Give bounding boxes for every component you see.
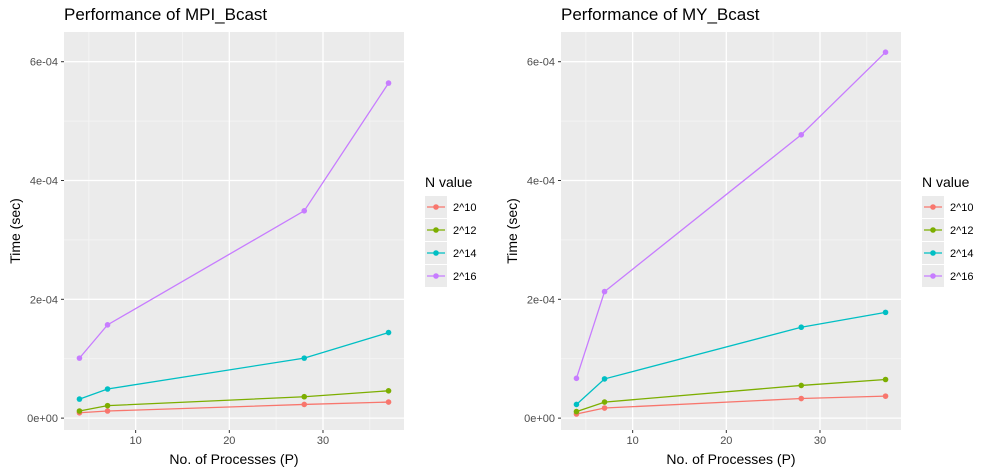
series-line-3 xyxy=(576,311,886,405)
x-tick-label: 10 xyxy=(627,435,639,447)
data-point xyxy=(573,408,580,415)
series-line-4 xyxy=(575,51,887,379)
data-point xyxy=(798,324,805,331)
y-tick-label: 2e-04 xyxy=(527,294,555,306)
legend-key-point xyxy=(930,204,936,210)
data-point xyxy=(104,386,111,392)
series-line-1 xyxy=(576,395,886,415)
x-tick-label: 10 xyxy=(130,435,142,447)
chart-title: Performance of MPI_Bcast xyxy=(64,5,267,24)
legend-entry-label: 2^16 xyxy=(453,271,477,283)
data-point xyxy=(301,401,308,408)
data-point xyxy=(882,309,889,316)
chart-panel-2: 10 20 30 0e+00 2e-04 4e-04 6e-04 Performance of… xyxy=(504,5,974,467)
legend-key-point xyxy=(930,227,936,233)
data-point xyxy=(385,399,392,405)
y-tick-label: 2e-04 xyxy=(30,294,58,306)
data-point xyxy=(601,288,608,295)
series-line-2 xyxy=(79,390,389,412)
legend-entry-label: 2^14 xyxy=(453,248,477,260)
x-tick-label: 30 xyxy=(317,435,329,447)
plot-background xyxy=(561,32,901,430)
data-point xyxy=(601,399,608,405)
legend-key-point xyxy=(433,273,439,279)
data-point xyxy=(76,355,83,361)
data-point xyxy=(104,402,111,409)
data-point xyxy=(104,408,111,414)
series-line-1 xyxy=(79,401,389,414)
data-point xyxy=(76,396,83,402)
series-line-3 xyxy=(79,331,389,400)
legend-key-point xyxy=(433,227,439,233)
data-point xyxy=(301,355,308,361)
y-tick-label: 0e+00 xyxy=(524,413,555,425)
legend: N value 2^10 2^12 2^14 2^16 xyxy=(425,174,477,287)
y-tick-label: 0e+00 xyxy=(27,413,58,425)
legend-title: N value xyxy=(922,174,970,190)
legend-entry-label: 2^10 xyxy=(453,202,477,214)
legend-key-point xyxy=(930,250,936,256)
legend-entry-label: 2^10 xyxy=(950,202,974,214)
data-point xyxy=(601,376,608,382)
data-point xyxy=(573,375,580,382)
data-point xyxy=(798,395,805,402)
legend: N value 2^10 2^12 2^14 2^16 xyxy=(922,174,974,287)
data-point xyxy=(385,80,392,86)
data-point xyxy=(798,382,805,389)
y-tick-label: 6e-04 xyxy=(527,57,555,69)
data-point xyxy=(882,376,889,383)
legend-key-point xyxy=(433,204,439,210)
data-point xyxy=(104,322,111,328)
legend-entry-label: 2^14 xyxy=(950,248,974,260)
chart-panel-1: 10 20 30 0e+00 2e-04 4e-04 6e-04 Performance of… xyxy=(7,5,477,467)
plot-background xyxy=(64,32,404,430)
legend-key-point xyxy=(930,273,936,279)
data-point xyxy=(385,329,392,336)
data-point xyxy=(601,405,608,411)
x-axis-title: No. of Processes (P) xyxy=(666,451,795,467)
x-tick-label: 20 xyxy=(720,435,732,447)
data-point xyxy=(301,393,308,400)
series-line-4 xyxy=(78,82,390,359)
y-tick-label: 4e-04 xyxy=(527,176,555,188)
y-axis-title: Time (sec) xyxy=(504,198,520,264)
data-point xyxy=(882,49,889,55)
y-tick-label: 4e-04 xyxy=(30,176,58,188)
data-point xyxy=(882,393,889,399)
x-tick-label: 20 xyxy=(223,435,235,447)
x-tick-label: 30 xyxy=(814,435,826,447)
data-point xyxy=(301,208,308,214)
y-tick-label: 6e-04 xyxy=(30,57,58,69)
x-axis-title: No. of Processes (P) xyxy=(169,451,298,467)
legend-entry-label: 2^12 xyxy=(950,225,974,237)
data-point xyxy=(76,408,83,414)
chart-title: Performance of MY_Bcast xyxy=(561,5,760,24)
legend-key-point xyxy=(433,250,439,256)
data-point xyxy=(573,401,580,408)
legend-title: N value xyxy=(425,174,473,190)
legend-entry-label: 2^12 xyxy=(453,225,477,237)
data-point xyxy=(385,387,392,394)
data-point xyxy=(798,131,805,138)
y-axis-title: Time (sec) xyxy=(7,198,23,264)
series-line-2 xyxy=(576,378,886,413)
legend-entry-label: 2^16 xyxy=(950,271,974,283)
